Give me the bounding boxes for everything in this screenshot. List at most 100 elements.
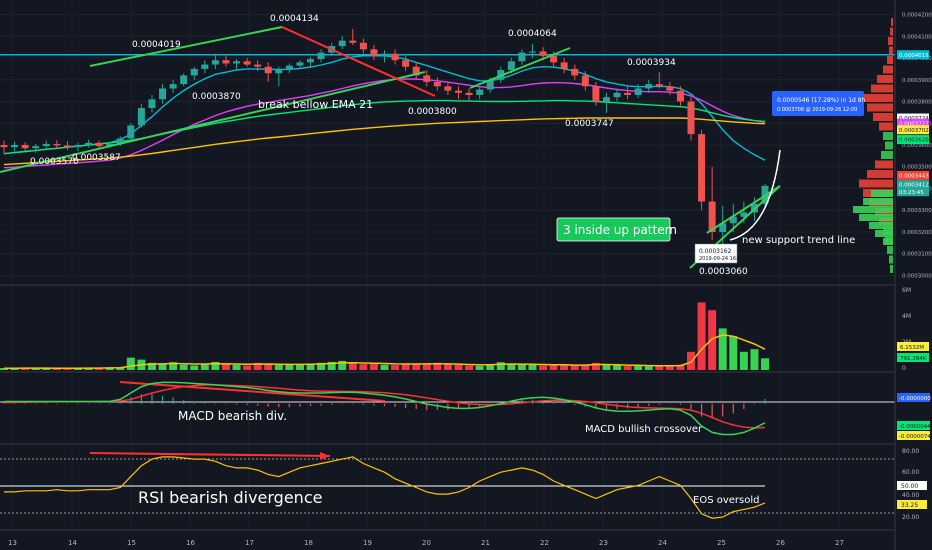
profile-bar (883, 65, 893, 74)
volume-bar (613, 365, 622, 370)
macd-hist-bar (235, 403, 238, 405)
candle-body (127, 125, 135, 139)
svg-text:3 inside up pattern: 3 inside up pattern (563, 223, 677, 237)
price-badge-text: 0.0003443 (899, 173, 929, 179)
price-tick: 0.0003500 (902, 165, 932, 171)
volume-bar (211, 361, 220, 370)
rsi-badges: 50.00 33.25 (897, 481, 927, 509)
candle-body (159, 88, 167, 100)
macd-hist-bar (637, 403, 639, 408)
macd-hist-bar (246, 403, 248, 406)
svg-text:4M: 4M (902, 313, 911, 320)
volume-bar (539, 365, 548, 370)
macd-hist-bar (658, 403, 660, 405)
candle-body (602, 97, 610, 102)
candle-body (687, 101, 695, 135)
macd-badges: -0.0000000 -0.0000044 -0.0000074 (897, 393, 931, 440)
candle-body (296, 62, 304, 66)
candle-body (433, 81, 441, 87)
volume-bar (274, 365, 283, 370)
candle-body (402, 60, 410, 67)
macd-hist-bar (648, 403, 650, 406)
profile-bar (859, 179, 893, 188)
svg-text:0: 0 (902, 365, 906, 372)
price-tick: 0.0003300 (902, 208, 932, 214)
price-pane[interactable]: 0.0004134 0.0004019 0.0003870 0.0004064 … (0, 14, 895, 277)
profile-bar (853, 206, 893, 213)
volume-badges: 6.1532M 791.284K (897, 342, 929, 362)
volume-bar (338, 360, 347, 370)
candle-body (74, 145, 82, 148)
price-badge-text: 0.0003702 (899, 128, 929, 134)
candle-body (518, 52, 526, 62)
x-tick: 24 (658, 539, 667, 547)
profile-bar (871, 190, 893, 197)
candle-body (63, 145, 71, 148)
candle-body (729, 216, 737, 224)
price-label-3800: 0.0003800 (408, 107, 457, 117)
candle-body (528, 51, 536, 53)
candle-body (211, 60, 219, 65)
x-axis: 13 14 15 16 17 18 19 20 21 22 23 24 25 26 27 (8, 539, 844, 547)
macd-hist-bar (468, 403, 470, 409)
volume-bar (729, 336, 738, 370)
volume-bar (602, 364, 611, 370)
macd-pane[interactable]: MACD bearish div. MACD bullish crossover (0, 381, 895, 436)
volume-bar (412, 363, 421, 370)
macd-hist-bar (66, 403, 69, 405)
candle-body (95, 142, 103, 147)
candle-body (454, 90, 462, 93)
volume-bar (454, 364, 463, 370)
x-tick: 17 (245, 539, 254, 547)
profile-bar (890, 265, 893, 273)
candle-body (21, 145, 29, 149)
macd-hist-bar (510, 400, 512, 404)
macd-hist-bar (98, 403, 100, 405)
profile-bar (879, 122, 893, 131)
svg-text:80.00: 80.00 (902, 448, 919, 455)
volume-bar (443, 364, 452, 370)
price-label-3870: 0.0003870 (192, 92, 241, 102)
macd-hist-bar (362, 403, 364, 405)
macd-hist-bar (457, 403, 460, 410)
volume-bar (697, 302, 706, 370)
price-label-3587: 0.0003587 (72, 153, 121, 163)
price-badge (897, 118, 929, 128)
rsi-pane[interactable]: RSI bearish divergence EOS oversold (0, 452, 895, 519)
profile-bar (871, 84, 893, 93)
macd-hist-bar (679, 403, 682, 405)
volume-bar (739, 351, 748, 370)
x-tick: 22 (540, 539, 549, 547)
x-tick: 26 (776, 539, 785, 547)
macd-hist-bar (394, 403, 396, 407)
price-badge-text: 03:23:45 (899, 190, 924, 196)
x-tick: 27 (835, 539, 844, 547)
candle-body (412, 66, 420, 76)
rsi-oversold-annotation: EOS oversold (693, 495, 759, 506)
macd-hist-bar (119, 401, 121, 404)
candle-body (391, 53, 399, 61)
volume-bar (581, 364, 590, 370)
volume-bar (200, 363, 209, 370)
volume-bar (665, 365, 674, 370)
volume-bar (190, 365, 199, 370)
x-tick: 18 (304, 539, 313, 547)
candle-body (254, 64, 262, 67)
right-price-axis[interactable]: 0.00042000.00041000.00040000.00039000.00… (894, 0, 932, 550)
candle-body (645, 84, 653, 89)
macd-hist-bar (595, 403, 597, 409)
volume-bar (179, 364, 188, 370)
candle-body (190, 68, 198, 76)
macd-hist-bar (383, 403, 386, 407)
candle-body (592, 86, 600, 102)
volume-pane[interactable] (0, 302, 769, 370)
volume-bar (158, 364, 167, 370)
profile-bar (867, 103, 893, 112)
price-label-3934: 0.0003934 (627, 58, 676, 68)
macd-hist-bar (24, 403, 26, 404)
volume-bar (285, 364, 294, 370)
candle-body (634, 88, 642, 95)
profile-bar (879, 217, 893, 226)
candle-body (32, 146, 40, 149)
candle-body (370, 49, 378, 56)
